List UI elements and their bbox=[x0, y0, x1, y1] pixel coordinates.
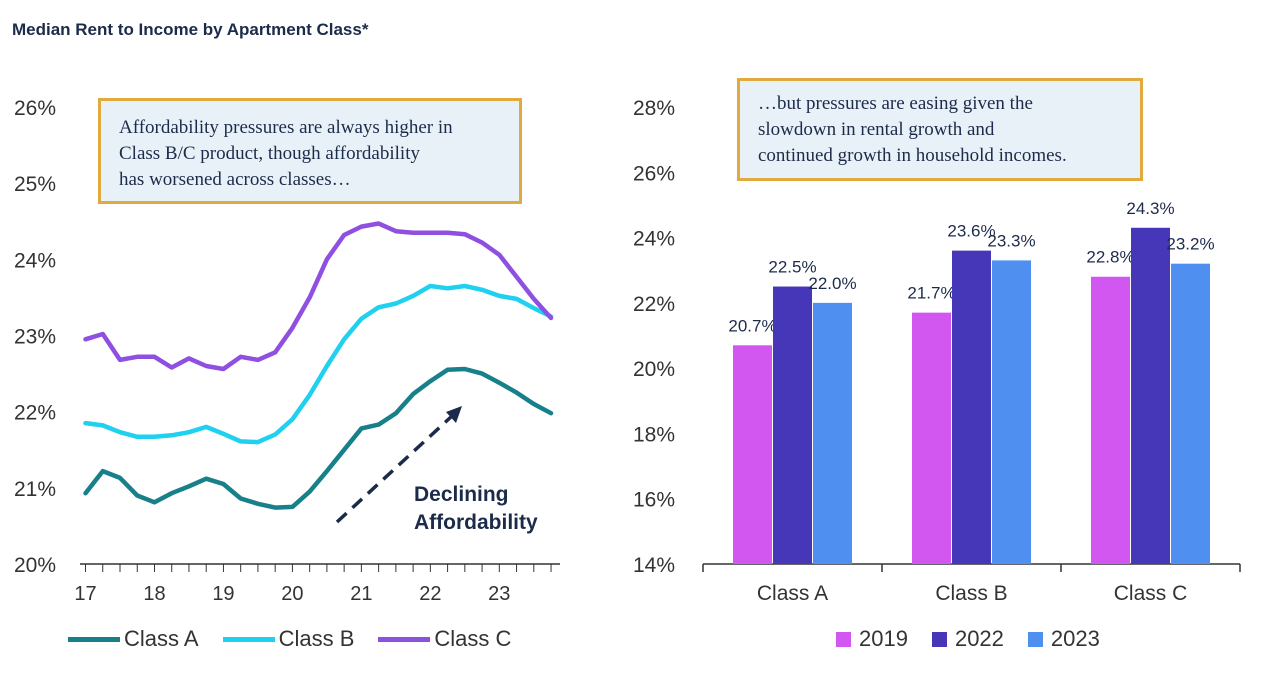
right-callout-line: continued growth in household incomes. bbox=[758, 145, 1067, 166]
bar-2022 bbox=[1131, 227, 1170, 564]
left-callout-box: Affordability pressures are always highe… bbox=[98, 98, 522, 204]
y-tick-label: 24% bbox=[633, 228, 675, 251]
right-callout-box: …but pressures are easing given the slow… bbox=[737, 78, 1143, 181]
bar-2023 bbox=[813, 302, 852, 564]
legend-swatch-class-a bbox=[68, 636, 120, 642]
bar-2019 bbox=[733, 345, 772, 564]
y-tick-label: 20% bbox=[633, 358, 675, 381]
legend-item-2019: 2019 bbox=[836, 626, 908, 652]
legend-label-class-c: Class C bbox=[434, 626, 512, 651]
right-callout-line: …but pressures are easing given the bbox=[758, 93, 1033, 114]
bar-2019 bbox=[1091, 276, 1130, 564]
bar-2022 bbox=[952, 250, 991, 564]
bar-data-label: 20.7% bbox=[728, 316, 776, 335]
legend-swatch-2019 bbox=[836, 631, 851, 647]
legend-swatch-2023 bbox=[1027, 631, 1043, 647]
x-tick-label: 18 bbox=[143, 583, 165, 605]
right-legend: 2019 2022 2023 bbox=[836, 626, 1124, 652]
annotation-line: Affordability bbox=[414, 511, 538, 534]
bar-data-label: 22.5% bbox=[768, 258, 816, 277]
legend-label-2023: 2023 bbox=[1050, 626, 1100, 651]
left-callout-line: Affordability pressures are always highe… bbox=[119, 117, 453, 138]
y-tick-label: 22% bbox=[14, 402, 56, 425]
bar-data-label: 23.3% bbox=[987, 231, 1035, 250]
left-callout-line: has worsened across classes… bbox=[119, 169, 351, 190]
y-tick-label: 23% bbox=[14, 326, 56, 349]
legend-label-class-b: Class B bbox=[278, 626, 355, 651]
bar-data-label: 24.3% bbox=[1126, 199, 1174, 218]
bar-data-label: 22.0% bbox=[808, 274, 856, 293]
y-tick-label: 16% bbox=[633, 489, 675, 512]
legend-label-2022: 2022 bbox=[954, 626, 1004, 651]
legend-item-class-c: Class C bbox=[378, 626, 511, 652]
figure-title: Median Rent to Income by Apartment Class… bbox=[12, 20, 369, 39]
legend-item-2023: 2023 bbox=[1027, 626, 1100, 652]
y-tick-label: 25% bbox=[14, 173, 56, 196]
category-label: Class C bbox=[1114, 582, 1188, 605]
left-line-chart: 20% 21% 22% 23% 24% 25% 26% 17 18 19 20 21 22 23 bbox=[14, 97, 560, 605]
trend-arrow-shaft bbox=[335, 414, 454, 524]
bar-data-label: 21.7% bbox=[907, 284, 955, 303]
y-tick-label: 14% bbox=[633, 554, 675, 577]
category-label: Class B bbox=[935, 582, 1007, 605]
declining-affordability-annotation: Declining Affordability bbox=[414, 481, 538, 537]
y-tick-label: 24% bbox=[14, 249, 56, 272]
category-label: Class A bbox=[757, 582, 828, 605]
y-tick-label: 26% bbox=[14, 97, 56, 120]
bar-data-label: 23.6% bbox=[947, 222, 995, 241]
legend-swatch-class-c bbox=[378, 636, 431, 642]
y-tick-label: 18% bbox=[633, 423, 675, 446]
legend-item-class-b: Class B bbox=[222, 626, 355, 652]
legend-swatch-class-b bbox=[222, 636, 275, 642]
legend-item-2022: 2022 bbox=[931, 626, 1004, 652]
y-tick-label: 26% bbox=[633, 162, 675, 185]
trend-arrow-head bbox=[446, 406, 462, 423]
y-tick-label: 21% bbox=[14, 478, 56, 501]
bar-2023 bbox=[992, 260, 1031, 564]
x-tick-label: 21 bbox=[350, 583, 372, 605]
x-tick-label: 22 bbox=[419, 583, 441, 605]
bar-data-label: 22.8% bbox=[1086, 248, 1134, 267]
legend-label-2019: 2019 bbox=[859, 626, 908, 651]
left-legend: Class A Class B Class C bbox=[68, 626, 535, 652]
annotation-line: Declining bbox=[414, 483, 509, 506]
bar-2022 bbox=[773, 286, 812, 564]
x-tick-label: 20 bbox=[281, 583, 303, 605]
y-tick-label: 20% bbox=[14, 554, 56, 577]
x-tick-label: 17 bbox=[74, 583, 96, 605]
legend-label-class-a: Class A bbox=[124, 626, 199, 651]
class-b-line bbox=[83, 283, 554, 445]
x-tick-label: 19 bbox=[212, 583, 234, 605]
bar-data-label: 23.2% bbox=[1166, 235, 1214, 254]
bar-2019 bbox=[912, 312, 951, 564]
y-tick-label: 28% bbox=[633, 97, 675, 120]
class-a-line bbox=[83, 366, 554, 510]
class-c-line bbox=[83, 221, 554, 372]
legend-swatch-2022 bbox=[931, 631, 947, 647]
y-tick-label: 22% bbox=[633, 293, 675, 316]
left-callout-line: Class B/C product, though affordability bbox=[119, 143, 420, 164]
bar-2023 bbox=[1171, 263, 1210, 564]
right-callout-line: slowdown in rental growth and bbox=[758, 119, 995, 140]
x-tick-label: 23 bbox=[488, 583, 510, 605]
legend-item-class-a: Class A bbox=[68, 626, 199, 652]
